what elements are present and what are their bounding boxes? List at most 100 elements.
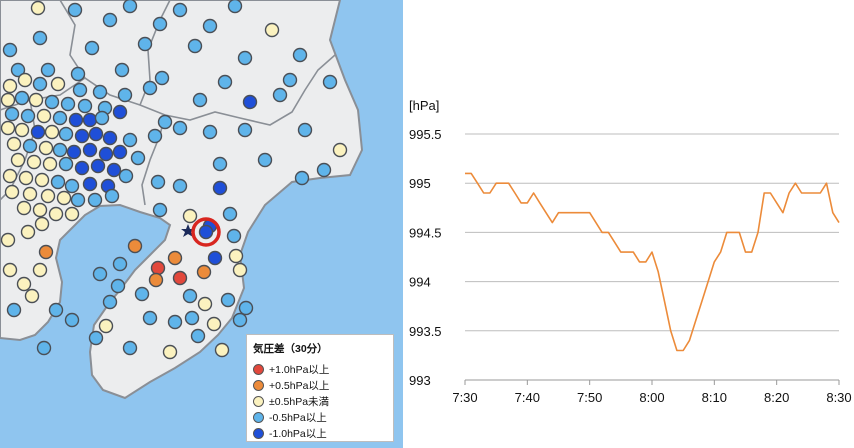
station-marker xyxy=(4,184,20,200)
station-marker xyxy=(117,87,133,103)
station-marker xyxy=(220,292,236,308)
station-marker xyxy=(167,250,183,266)
station-marker xyxy=(14,90,30,106)
station-marker xyxy=(212,156,228,172)
station-marker xyxy=(67,2,83,18)
station-marker xyxy=(228,248,244,264)
station-marker xyxy=(112,144,128,160)
station-marker xyxy=(202,124,218,140)
legend-item: ±0.5hPa未満 xyxy=(253,393,393,409)
x-tick-label: 8:10 xyxy=(702,390,727,405)
station-marker xyxy=(127,238,143,254)
station-marker xyxy=(206,316,222,332)
legend-swatch xyxy=(253,363,264,375)
station-marker xyxy=(2,262,18,278)
station-marker xyxy=(74,128,90,144)
station-marker xyxy=(70,66,86,82)
station-marker xyxy=(2,42,18,58)
station-marker xyxy=(26,154,42,170)
station-marker xyxy=(130,150,146,166)
legend-swatch xyxy=(253,427,264,439)
station-marker xyxy=(112,104,128,120)
station-marker xyxy=(134,286,150,302)
station-marker xyxy=(2,78,18,94)
station-marker xyxy=(66,144,82,160)
station-marker xyxy=(40,62,56,78)
x-tick-label: 8:30 xyxy=(826,390,851,405)
station-marker xyxy=(187,38,203,54)
y-tick-label: 993.5 xyxy=(409,324,442,339)
station-marker xyxy=(232,312,248,328)
station-marker xyxy=(242,94,258,110)
station-marker xyxy=(172,178,188,194)
station-marker xyxy=(196,264,212,280)
y-tick-label: 993 xyxy=(409,373,431,388)
station-marker xyxy=(28,92,44,108)
station-marker xyxy=(118,168,134,184)
station-marker xyxy=(6,136,22,152)
station-marker xyxy=(0,92,16,108)
station-marker xyxy=(52,110,68,126)
station-marker xyxy=(104,188,120,204)
station-marker xyxy=(72,82,88,98)
station-marker xyxy=(142,80,158,96)
station-marker xyxy=(167,314,183,330)
station-marker xyxy=(197,296,213,312)
station-marker xyxy=(154,70,170,86)
station-marker xyxy=(92,266,108,282)
station-marker xyxy=(114,62,130,78)
x-tick-label: 7:50 xyxy=(577,390,602,405)
station-marker xyxy=(42,156,58,172)
station-marker xyxy=(172,270,188,286)
series-line xyxy=(465,172,840,352)
station-marker xyxy=(50,76,66,92)
station-marker xyxy=(58,126,74,142)
station-marker xyxy=(137,36,153,52)
legend-item: -1.0hPa以上 xyxy=(253,425,393,441)
station-marker-highlighted xyxy=(198,224,214,240)
station-marker xyxy=(102,294,118,310)
legend-item: +1.0hPa以上 xyxy=(253,361,393,377)
station-marker xyxy=(34,216,50,232)
station-marker xyxy=(112,256,128,272)
station-marker xyxy=(88,330,104,346)
station-marker xyxy=(92,84,108,100)
legend-item: -0.5hPa以上 xyxy=(253,409,393,425)
station-marker xyxy=(32,30,48,46)
station-marker xyxy=(30,0,46,16)
station-marker xyxy=(44,94,60,110)
station-marker xyxy=(148,272,164,288)
station-marker xyxy=(294,170,310,186)
station-marker xyxy=(58,156,74,172)
station-marker xyxy=(162,344,178,360)
station-marker xyxy=(106,162,122,178)
station-marker xyxy=(36,108,52,124)
station-marker xyxy=(257,152,273,168)
station-marker xyxy=(172,2,188,18)
map-canvas xyxy=(0,0,403,448)
station-marker xyxy=(10,62,26,78)
station-marker xyxy=(16,276,32,292)
station-marker xyxy=(147,128,163,144)
station-marker xyxy=(64,206,80,222)
station-marker xyxy=(20,108,36,124)
highlight-ring xyxy=(191,217,221,247)
station-marker xyxy=(142,310,158,326)
station-marker xyxy=(322,74,338,90)
station-marker xyxy=(98,146,114,162)
station-marker xyxy=(94,110,110,126)
station-marker xyxy=(36,340,52,356)
station-marker xyxy=(82,142,98,158)
pressure-chart: [hPa] 995.5 995 994.5 994 993.5 993 7:30 7:40 7:5… xyxy=(403,0,854,448)
y-tick-label: 995 xyxy=(409,176,431,191)
station-marker xyxy=(77,98,93,114)
station-marker xyxy=(38,244,54,260)
station-marker xyxy=(227,0,243,14)
y-tick-label: 994 xyxy=(409,275,431,290)
legend-label: +1.0hPa以上 xyxy=(269,363,330,376)
x-tick-label: 7:30 xyxy=(452,390,477,405)
station-marker xyxy=(152,202,168,218)
station-marker xyxy=(292,47,308,63)
station-marker xyxy=(16,200,32,216)
station-marker xyxy=(237,122,253,138)
